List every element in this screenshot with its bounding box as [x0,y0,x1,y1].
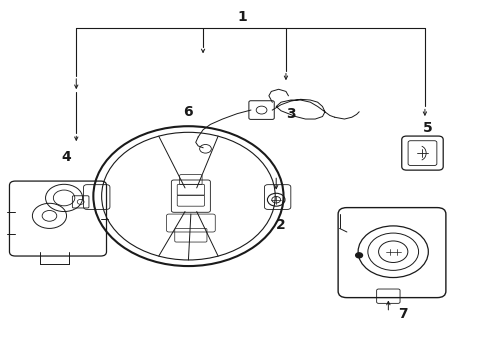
Text: 3: 3 [285,107,295,121]
Text: 2: 2 [276,218,285,232]
Text: 6: 6 [183,105,193,119]
Text: 7: 7 [397,307,407,321]
Text: 5: 5 [422,121,431,135]
Text: 4: 4 [61,150,71,164]
Text: 1: 1 [237,10,246,24]
Circle shape [355,253,362,258]
